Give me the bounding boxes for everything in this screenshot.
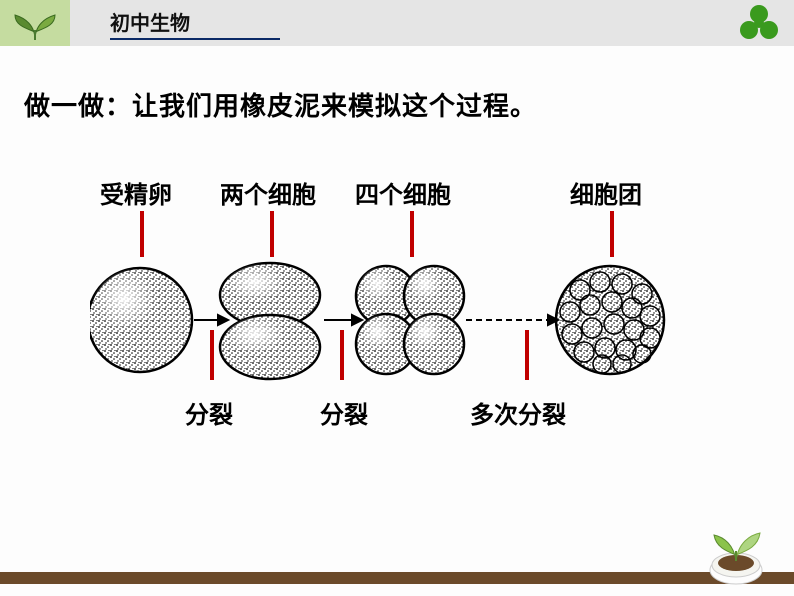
cells-svg <box>90 235 710 405</box>
pot-plant-icon <box>696 495 776 590</box>
bottom-labels-row: 分裂 分裂 多次分裂 <box>90 395 710 435</box>
label-stage1: 受精卵 <box>100 175 172 210</box>
top-labels-row: 受精卵 两个细胞 四个细胞 细胞团 <box>90 175 710 215</box>
sprout-photo <box>0 0 70 46</box>
arrow <box>194 315 228 325</box>
cell-stage3 <box>356 266 464 374</box>
label-stage4: 细胞团 <box>570 175 642 210</box>
cell-stage2 <box>220 263 320 379</box>
label-split2: 分裂 <box>320 395 368 430</box>
activity-title: 做一做：让我们用橡皮泥来模拟这个过程。 <box>24 86 770 123</box>
clover-icon <box>736 4 782 49</box>
arrow-dashed <box>466 315 558 325</box>
cell-division-diagram: 受精卵 两个细胞 四个细胞 细胞团 <box>90 175 710 455</box>
subject-label: 初中生物 <box>110 7 280 40</box>
footer-strip <box>0 572 794 584</box>
arrow <box>324 315 362 325</box>
label-split1: 分裂 <box>185 395 233 430</box>
page-header: 初中生物 <box>0 0 794 46</box>
cell-stage4 <box>556 266 664 374</box>
cell-stage1 <box>90 268 192 372</box>
label-stage3: 四个细胞 <box>355 175 451 210</box>
header-title-area: 初中生物 <box>70 7 794 40</box>
label-stage2: 两个细胞 <box>220 175 316 210</box>
label-split3: 多次分裂 <box>470 395 566 430</box>
